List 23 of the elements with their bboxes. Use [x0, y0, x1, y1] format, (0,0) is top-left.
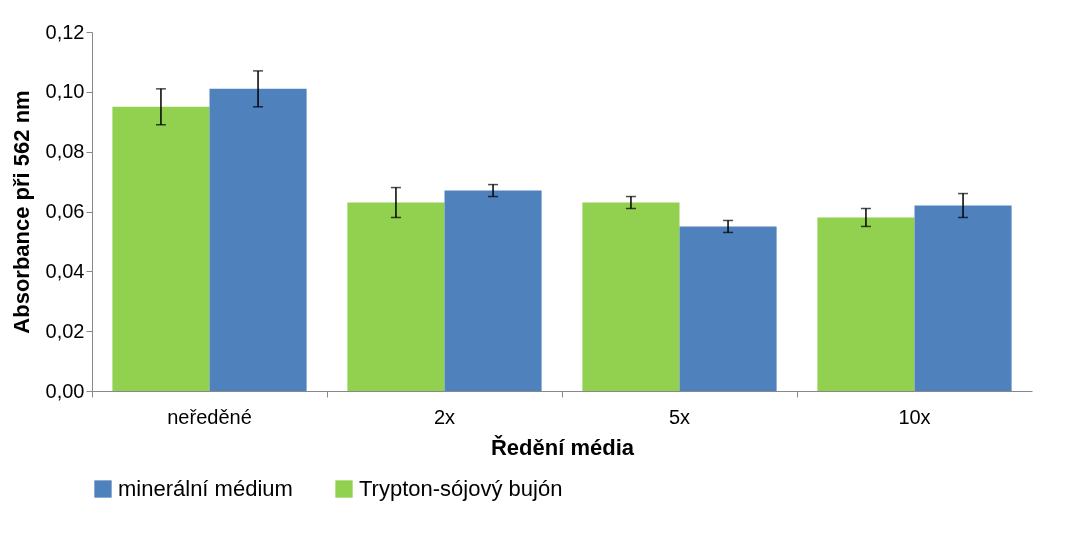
y-tick-label: 0,06 — [45, 200, 85, 222]
bar — [914, 205, 1012, 391]
x-tick-label: 10x — [898, 405, 931, 428]
legend-label: Trypton-sójový bujón — [359, 476, 563, 501]
bar — [817, 217, 915, 391]
y-tick-label: 0,02 — [45, 319, 85, 342]
x-axis-title: Ředění média — [490, 434, 635, 460]
x-tick-label: 5x — [668, 405, 691, 428]
bar — [209, 88, 307, 391]
y-axis-title: Absorbance při 562 nm — [8, 90, 34, 334]
y-tick-label: 0,00 — [45, 379, 85, 402]
y-tick-label: 0,10 — [45, 80, 85, 103]
x-tick-label: 2x — [433, 405, 456, 428]
bar — [582, 202, 680, 391]
legend-label: minerální médium — [118, 476, 293, 501]
y-tick-label: 0,12 — [45, 20, 85, 43]
bar — [112, 106, 210, 391]
y-tick-label: 0,08 — [45, 140, 85, 163]
bar — [679, 226, 777, 391]
x-tick-label: neředěné — [167, 405, 252, 428]
bar — [347, 202, 445, 391]
y-tick-label: 0,04 — [45, 259, 85, 282]
bar — [444, 190, 542, 391]
